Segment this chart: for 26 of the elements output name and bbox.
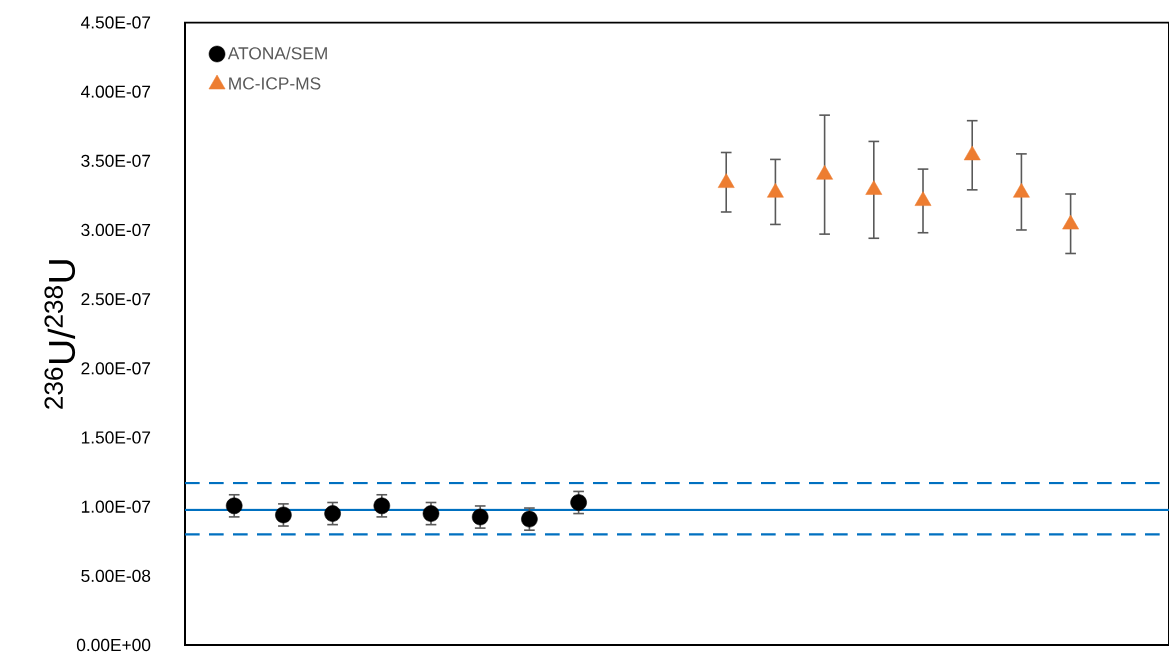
y-tick-label: 5.00E-08 (81, 569, 151, 582)
point (1013, 183, 1030, 198)
point (963, 145, 981, 161)
y-tick-label: 1.00E-07 (81, 500, 151, 513)
y-tick-label: 2.00E-07 (81, 362, 151, 375)
y-tick-label: 3.50E-07 (81, 154, 151, 167)
point (324, 505, 341, 522)
point (422, 505, 440, 522)
point (1062, 214, 1079, 230)
point (570, 494, 587, 511)
point (225, 497, 243, 515)
point (865, 180, 883, 195)
y-tick-label: 1.50E-07 (81, 431, 151, 444)
y-tick-label: 4.00E-07 (81, 85, 151, 98)
point (717, 173, 735, 188)
y-tick-label: 0.00E+00 (76, 638, 151, 652)
point (816, 165, 833, 180)
point (914, 191, 932, 206)
point (373, 497, 391, 515)
y-tick-label: 4.50E-07 (81, 16, 151, 29)
legend-label: MC-ICP-MS (229, 77, 321, 90)
legend-label: ATONA/SEM (227, 46, 327, 60)
y-tick-label: 3.00E-07 (81, 223, 151, 237)
y-axis-title: $^{236}$U/$^{238}$U (44, 260, 76, 409)
y-tick-label: 2.50E-07 (81, 293, 151, 306)
point (767, 183, 784, 198)
